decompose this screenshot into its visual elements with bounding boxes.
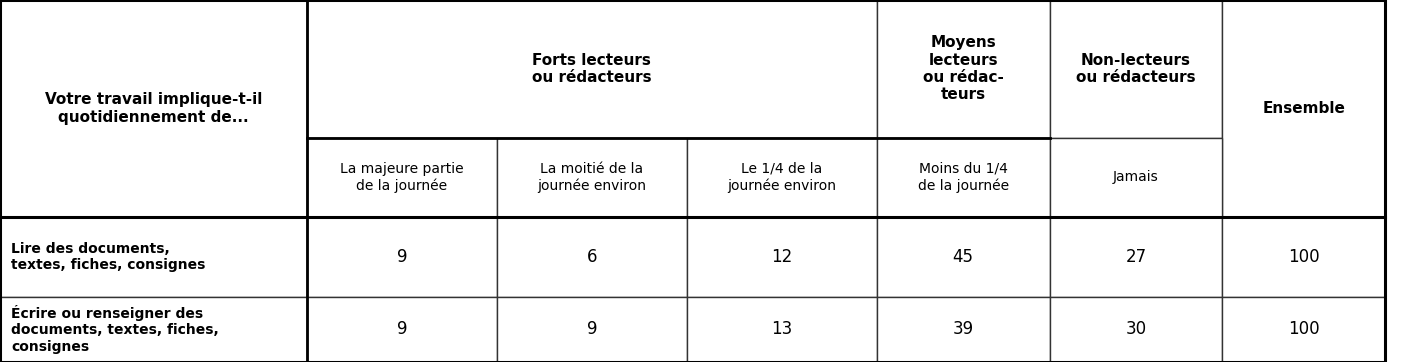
Text: Écrire ou renseigner des
documents, textes, fiches,
consignes: Écrire ou renseigner des documents, text… — [11, 305, 218, 354]
Bar — [1050, 0, 1222, 138]
Text: Moyens
lecteurs
ou rédac-
teurs: Moyens lecteurs ou rédac- teurs — [922, 35, 1004, 102]
Bar — [877, 0, 1050, 138]
Text: 9: 9 — [587, 320, 597, 338]
Text: Moins du 1/4
de la journée: Moins du 1/4 de la journée — [918, 162, 1008, 193]
Text: 13: 13 — [771, 320, 793, 338]
Text: La majeure partie
de la journée: La majeure partie de la journée — [340, 162, 464, 193]
Bar — [1050, 217, 1222, 297]
Bar — [0, 297, 307, 362]
Text: 45: 45 — [952, 248, 974, 266]
Bar — [877, 138, 1050, 217]
Text: 100: 100 — [1288, 248, 1319, 266]
Text: 9: 9 — [397, 248, 407, 266]
Bar — [877, 297, 1050, 362]
Text: 27: 27 — [1125, 248, 1147, 266]
Bar — [307, 217, 497, 297]
Text: Forts lecteurs
ou rédacteurs: Forts lecteurs ou rédacteurs — [533, 52, 651, 85]
Bar — [1050, 138, 1222, 217]
Bar — [1050, 297, 1222, 362]
Text: Votre travail implique-t-il
quotidiennement de...: Votre travail implique-t-il quotidiennem… — [44, 92, 263, 125]
Bar — [687, 138, 877, 217]
Text: 6: 6 — [587, 248, 597, 266]
Text: Jamais: Jamais — [1112, 171, 1160, 184]
Text: 39: 39 — [952, 320, 974, 338]
Bar — [687, 217, 877, 297]
Text: La moitié de la
journée environ: La moitié de la journée environ — [537, 162, 647, 193]
Bar — [497, 297, 687, 362]
Bar — [0, 0, 307, 217]
Bar — [307, 0, 877, 138]
Bar — [687, 297, 877, 362]
Bar — [1222, 217, 1385, 297]
Text: Le 1/4 de la
journée environ: Le 1/4 de la journée environ — [727, 162, 837, 193]
Text: 12: 12 — [771, 248, 793, 266]
Text: 9: 9 — [397, 320, 407, 338]
Bar — [0, 217, 307, 297]
Text: Non-lecteurs
ou rédacteurs: Non-lecteurs ou rédacteurs — [1077, 52, 1195, 85]
Text: Lire des documents,
textes, fiches, consignes: Lire des documents, textes, fiches, cons… — [11, 242, 206, 272]
Text: 30: 30 — [1125, 320, 1147, 338]
Bar — [877, 217, 1050, 297]
Bar — [497, 138, 687, 217]
Text: Ensemble: Ensemble — [1262, 101, 1345, 116]
Bar — [307, 138, 497, 217]
Bar — [1222, 297, 1385, 362]
Bar — [307, 297, 497, 362]
Text: 100: 100 — [1288, 320, 1319, 338]
Bar — [497, 217, 687, 297]
Bar — [1222, 0, 1385, 217]
